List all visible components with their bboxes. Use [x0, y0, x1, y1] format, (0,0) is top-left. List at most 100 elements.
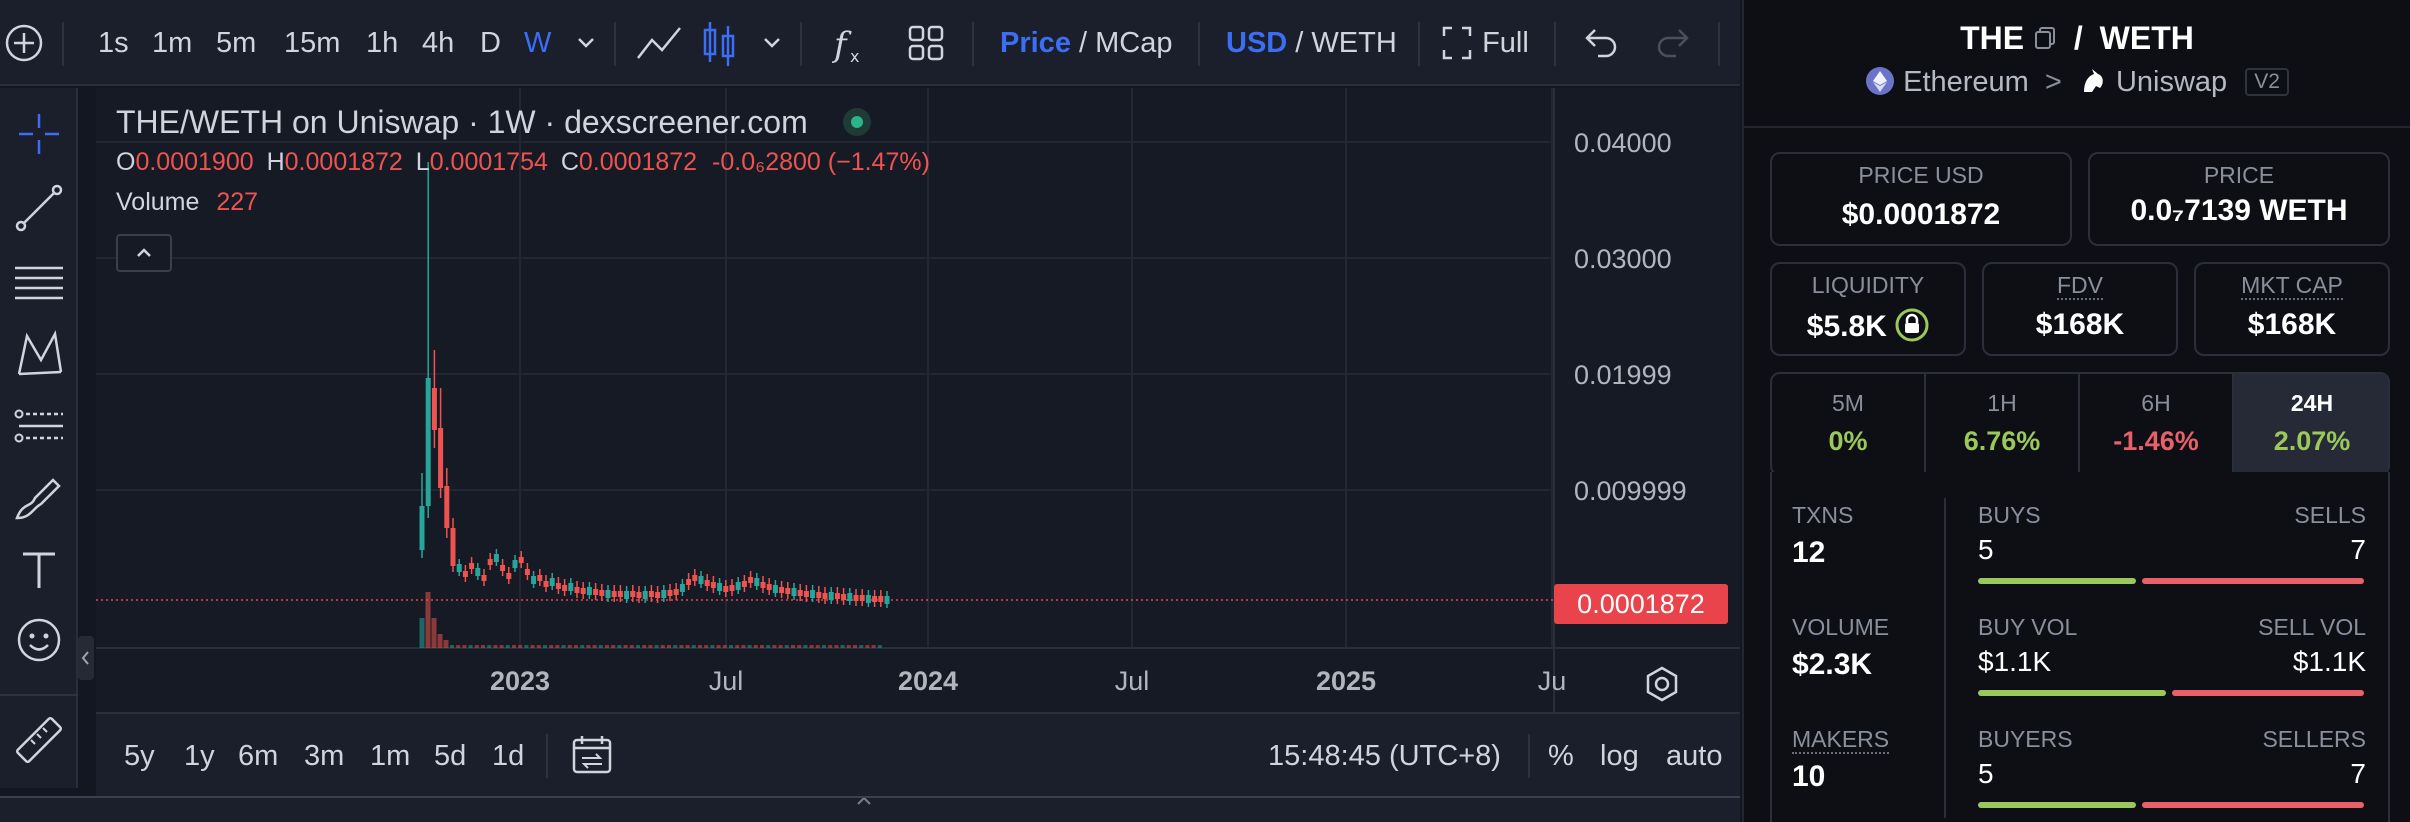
tab-24h[interactable]: 24H 2.07%	[2234, 374, 2388, 474]
txns-value: 12	[1792, 536, 1826, 569]
candle-body	[872, 596, 878, 602]
legend-collapse-button[interactable]	[116, 234, 172, 272]
interval-1h[interactable]: 1h	[366, 27, 399, 59]
candle-body	[611, 591, 617, 597]
volume-bar	[654, 645, 659, 648]
tab-5m[interactable]: 5M 0%	[1772, 374, 1926, 474]
layout-grid-icon[interactable]	[906, 0, 946, 86]
volume-bar	[580, 645, 585, 648]
interval-w[interactable]: W	[524, 27, 552, 59]
chain-name[interactable]: Ethereum	[1903, 66, 2029, 98]
currency-toggle[interactable]: USD / WETH	[1226, 0, 1397, 86]
candle-body	[500, 565, 506, 571]
line-chart-icon[interactable]	[634, 0, 684, 86]
percent-scale-toggle[interactable]: %	[1548, 740, 1574, 772]
range-5y[interactable]: 5y	[124, 740, 155, 772]
mcap-option[interactable]: MCap	[1095, 27, 1173, 59]
candle-body	[878, 596, 884, 602]
candle-body	[450, 528, 456, 566]
chart-type-chevron-down-icon[interactable]	[760, 0, 784, 86]
crosshair-icon[interactable]	[9, 104, 69, 164]
volume-bar	[605, 645, 609, 648]
fib-levels-icon[interactable]	[9, 396, 69, 456]
tab-1h[interactable]: 1H 6.76%	[1926, 374, 2080, 474]
price-mcap-toggle[interactable]: Price / MCap	[1000, 0, 1173, 86]
volume-bar	[623, 645, 628, 648]
resize-handle-icon[interactable]	[850, 798, 878, 822]
weth-option[interactable]: WETH	[1311, 27, 1397, 59]
fdv-card: FDV $168K	[1982, 262, 2178, 356]
volume-bar	[822, 645, 826, 648]
range-5d[interactable]: 5d	[434, 740, 467, 772]
price-option[interactable]: Price	[1000, 27, 1071, 59]
tab-1h-label: 1H	[1987, 390, 2017, 416]
range-3m[interactable]: 3m	[304, 740, 345, 772]
chart-clock[interactable]: 15:48:45 (UTC+8)	[1268, 740, 1501, 772]
plus-circle-icon[interactable]	[4, 0, 44, 86]
ethereum-icon	[1866, 67, 1895, 95]
volume-bar	[797, 645, 802, 648]
range-1m[interactable]: 1m	[370, 740, 411, 772]
makers-label[interactable]: MAKERS	[1792, 726, 1890, 754]
candle-body	[884, 596, 890, 604]
brush-icon[interactable]	[9, 468, 69, 528]
usd-option[interactable]: USD	[1226, 27, 1288, 59]
tab-6h[interactable]: 6H -1.46%	[2080, 374, 2234, 474]
fullscreen-button[interactable]: Full	[1440, 0, 1529, 86]
dex-name[interactable]: Uniswap	[2115, 66, 2228, 98]
chart-settings-icon[interactable]	[1642, 664, 1682, 704]
interval-1m[interactable]: 1m	[152, 27, 193, 59]
volume-bar	[617, 645, 622, 648]
auto-scale-toggle[interactable]: auto	[1666, 740, 1723, 772]
interval-chevron-down-icon[interactable]	[574, 0, 598, 86]
interval-5m[interactable]: 5m	[216, 27, 257, 59]
ruler-icon[interactable]	[9, 710, 69, 770]
pattern-icon[interactable]	[9, 324, 69, 384]
interval-d[interactable]: D	[480, 27, 501, 59]
sellers-label: SELLERS	[2262, 726, 2366, 752]
volume-bar	[524, 645, 529, 648]
interval-15m[interactable]: 15m	[284, 27, 341, 59]
sells-ratio-bar	[2142, 578, 2364, 584]
trend-line-icon[interactable]	[9, 178, 69, 238]
undo-icon[interactable]	[1580, 0, 1620, 86]
mktcap-label[interactable]: MKT CAP	[2241, 272, 2343, 300]
range-6m[interactable]: 6m	[238, 740, 279, 772]
calendar-range-icon[interactable]	[570, 714, 614, 798]
mktcap-value: $168K	[2247, 308, 2337, 341]
fdv-label[interactable]: FDV	[2057, 272, 2103, 300]
candle-body	[636, 592, 642, 598]
sells-label: SELLS	[2294, 502, 2366, 528]
log-scale-toggle[interactable]: log	[1600, 740, 1639, 772]
horizontal-lines-icon[interactable]	[9, 252, 69, 312]
candle-body	[531, 576, 537, 584]
price-chart[interactable]: 0.04000 0.03000 0.01999 0.009999 2023 Jul 202…	[96, 88, 1740, 712]
candle-body	[425, 378, 431, 506]
candle-body	[593, 589, 599, 595]
lock-icon[interactable]	[1895, 308, 1929, 342]
emoji-icon[interactable]	[9, 610, 69, 670]
price-native-card: PRICE 0.0₇7139 WETH	[2088, 152, 2390, 246]
tab-24h-value: 2.07%	[2273, 426, 2351, 456]
candle-body	[810, 590, 816, 598]
pair-info-panel: THE / WETH Ethereum > Uniswap V2 PRICE U…	[1742, 0, 2410, 822]
timeframe-tabs: 5M 0% 1H 6.76% 6H -1.46% 24H 2.07%	[1770, 372, 2390, 476]
tab-5m-value: 0%	[1828, 426, 1868, 456]
x-tick-label: 2025	[1316, 666, 1376, 696]
interval-4h[interactable]: 4h	[422, 27, 455, 59]
volume-bar	[642, 645, 647, 648]
redo-icon[interactable]	[1654, 0, 1694, 86]
range-1d[interactable]: 1d	[492, 740, 525, 772]
candles-icon[interactable]	[700, 0, 740, 86]
sidebar-collapse-handle[interactable]	[78, 636, 94, 680]
text-tool-icon[interactable]	[9, 540, 69, 600]
candle-body	[469, 563, 475, 569]
range-1y[interactable]: 1y	[184, 740, 215, 772]
copy-icon[interactable]	[2033, 25, 2057, 51]
interval-1s[interactable]: 1s	[98, 27, 129, 59]
volume-bar	[691, 645, 696, 648]
volume-bar	[450, 645, 454, 648]
